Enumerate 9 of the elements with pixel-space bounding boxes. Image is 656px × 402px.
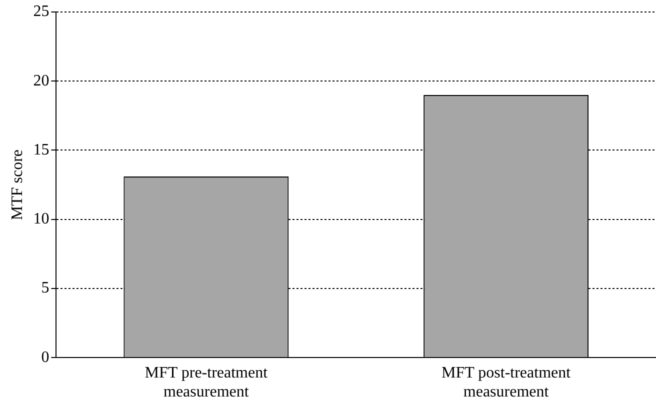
y-tick-label: 0 <box>41 348 50 366</box>
y-tick-label: 20 <box>33 72 50 90</box>
x-tick-label: MFT pre-treatment measurement <box>144 364 268 401</box>
y-axis-title: MTF score <box>8 149 26 220</box>
y-tick-label: 25 <box>33 3 50 20</box>
x-tick-label: MFT post-treatment measurement <box>442 364 572 401</box>
y-tick-label: 15 <box>33 141 50 158</box>
y-tick-label: 5 <box>41 280 50 297</box>
y-tick-label: 10 <box>33 210 50 228</box>
